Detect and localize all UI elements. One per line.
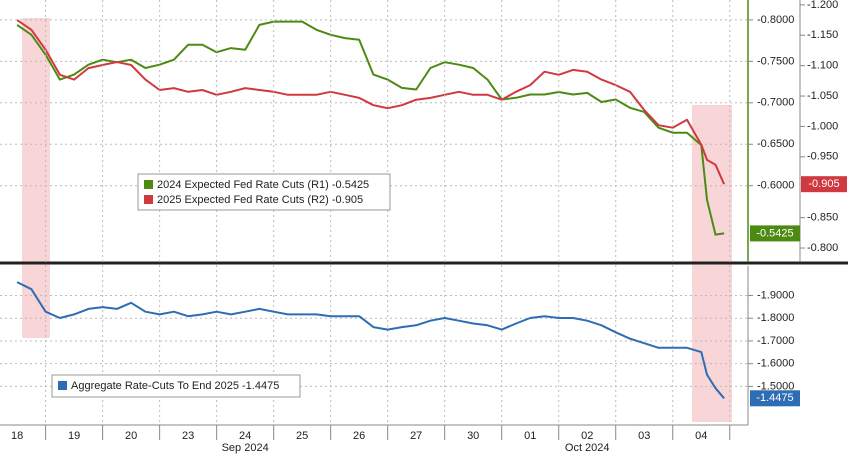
x-tick-label: 26 xyxy=(353,430,365,442)
legend-label: 2024 Expected Fed Rate Cuts (R1) -0.5425 xyxy=(157,179,369,191)
x-tick-label: 04 xyxy=(695,430,707,442)
x-tick-label: 24 xyxy=(239,430,251,442)
x-tick-label: 20 xyxy=(125,430,137,442)
x-month-label: Sep 2024 xyxy=(222,442,269,454)
x-tick-label: 27 xyxy=(410,430,422,442)
legend: Aggregate Rate-Cuts To End 2025 -1.4475 xyxy=(51,374,301,398)
y2-tick-label: -0.950 xyxy=(807,151,838,163)
x-tick-label: 25 xyxy=(296,430,308,442)
x-month-label: Oct 2024 xyxy=(565,442,610,454)
y-tick-label: -1.7000 xyxy=(757,335,794,347)
legend-swatch xyxy=(58,381,67,390)
series-line xyxy=(16,20,725,236)
series-line xyxy=(16,19,726,185)
y-tick-label: -0.6500 xyxy=(757,138,794,150)
x-tick-label: 23 xyxy=(182,430,194,442)
y2-tick-label: -1.150 xyxy=(807,29,838,41)
y2-tick-label: -1.050 xyxy=(807,90,838,102)
legend-box xyxy=(51,374,301,398)
x-tick-label: 19 xyxy=(68,430,80,442)
x-tick-label: 01 xyxy=(524,430,536,442)
x-tick-label: 30 xyxy=(467,430,479,442)
last-value-label: -0.905 xyxy=(808,178,839,190)
series-line xyxy=(16,281,725,399)
x-tick-label: 18 xyxy=(11,430,23,442)
last-value-box xyxy=(750,390,800,407)
y2-tick-label: -1.100 xyxy=(807,60,838,72)
y-tick-label: -0.7500 xyxy=(757,55,794,67)
y-tick-label: -0.7000 xyxy=(757,97,794,109)
x-tick-label: 03 xyxy=(638,430,650,442)
legend-swatch xyxy=(144,180,153,189)
y2-tick-label: -1.000 xyxy=(807,120,838,132)
y-tick-label: -0.8000 xyxy=(757,14,794,26)
last-value-box xyxy=(750,225,800,242)
legend-box xyxy=(137,173,391,211)
y2-tick-label: -0.800 xyxy=(807,242,838,254)
y-tick-label: -0.6000 xyxy=(757,180,794,192)
legend-label: Aggregate Rate-Cuts To End 2025 -1.4475 xyxy=(71,380,279,392)
last-value-label: -0.5425 xyxy=(756,227,793,239)
legend-swatch xyxy=(144,195,153,204)
last-value-label: -1.4475 xyxy=(756,392,793,404)
y-tick-label: -1.8000 xyxy=(757,312,794,324)
y2-tick-label: -0.850 xyxy=(807,212,838,224)
legend-label: 2025 Expected Fed Rate Cuts (R2) -0.905 xyxy=(157,194,363,206)
legend: 2024 Expected Fed Rate Cuts (R1) -0.5425… xyxy=(137,173,391,211)
y2-tick-label: -1.200 xyxy=(807,0,838,11)
y-tick-label: -1.6000 xyxy=(757,358,794,370)
x-tick-label: 02 xyxy=(581,430,593,442)
y-tick-label: -1.9000 xyxy=(757,289,794,301)
y-tick-label: -1.5000 xyxy=(757,380,794,392)
last-value-box xyxy=(801,176,847,193)
